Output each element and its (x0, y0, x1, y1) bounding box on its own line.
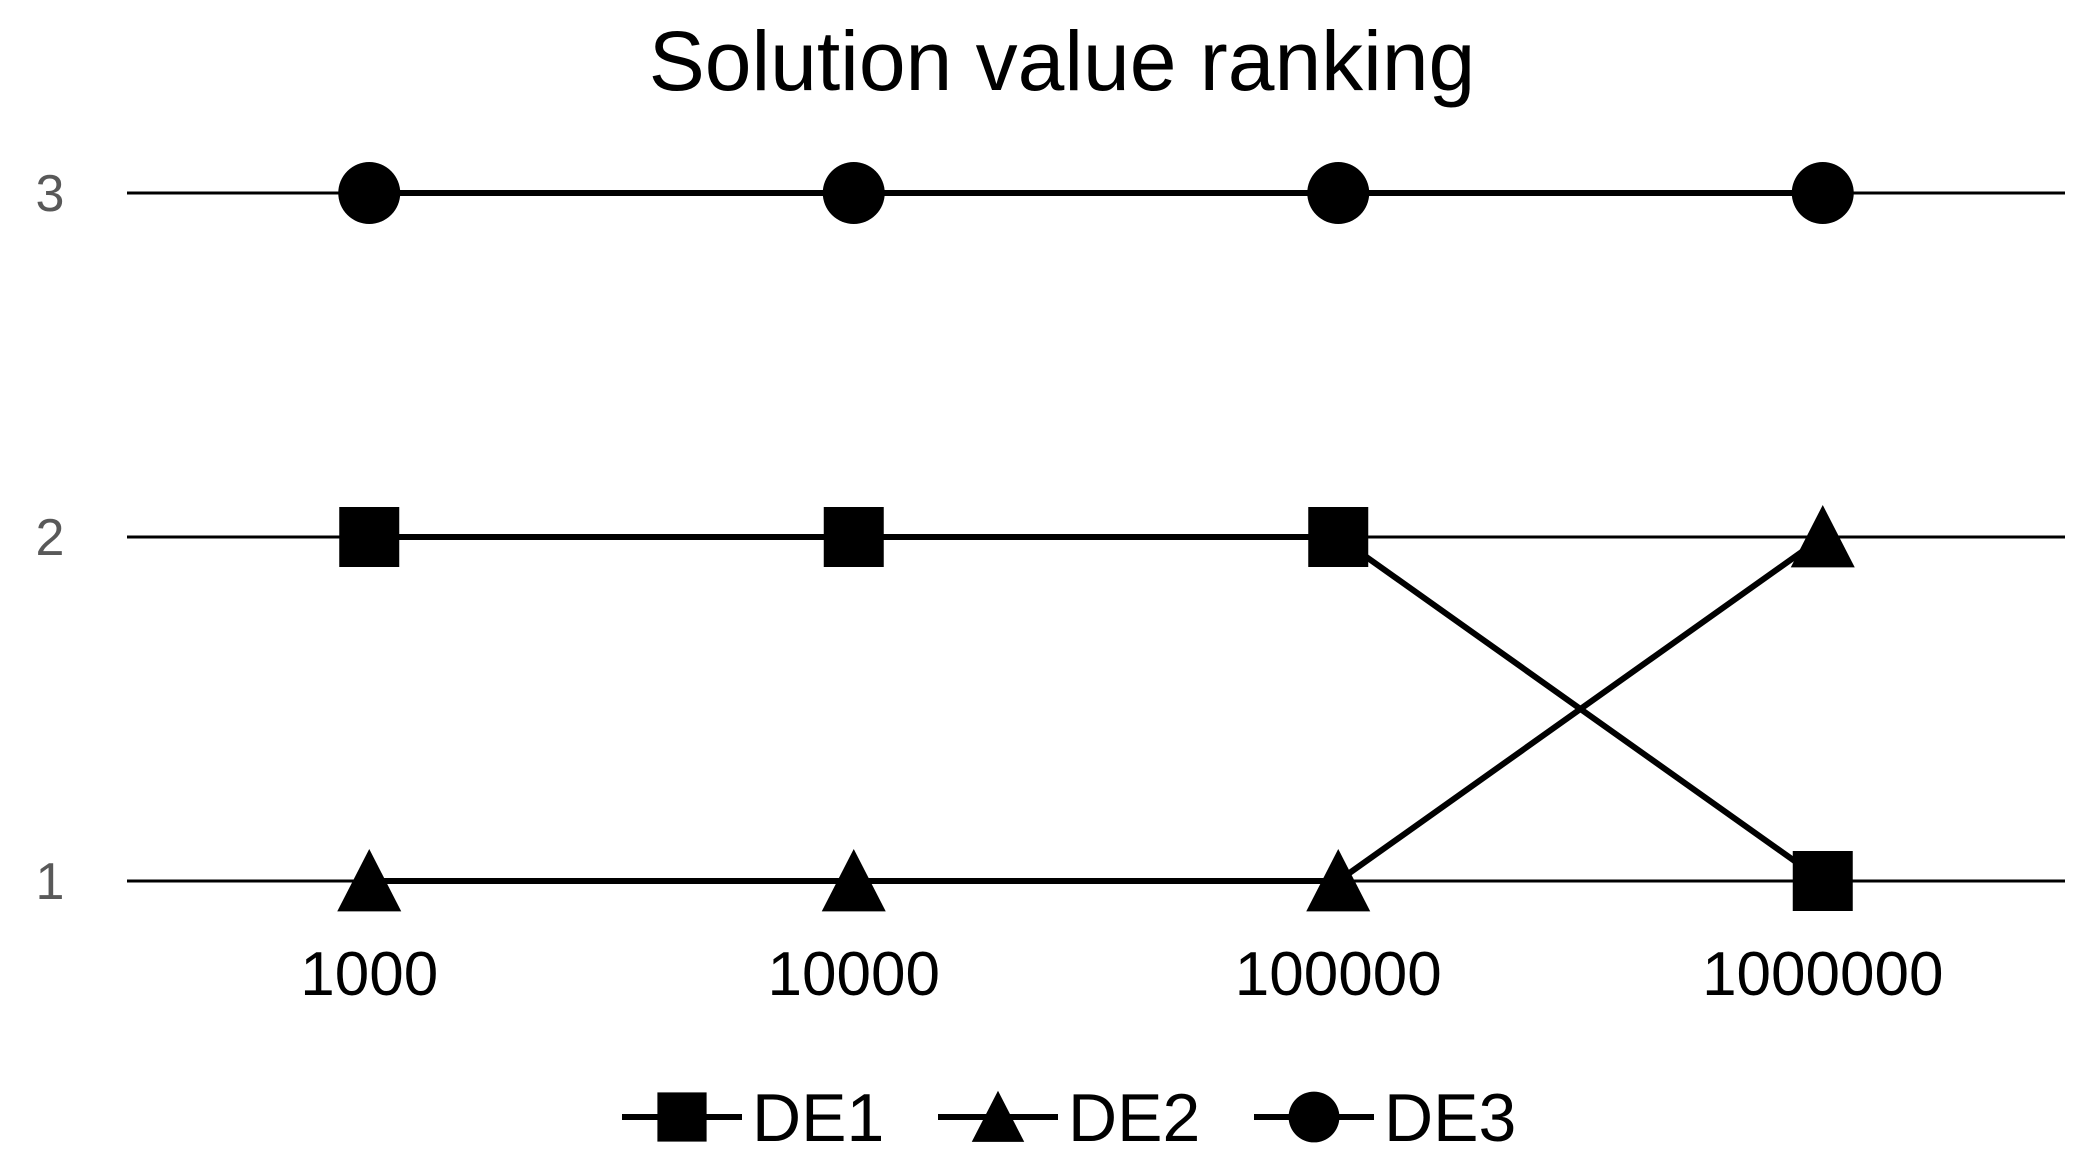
y-tick-label: 1 (36, 853, 65, 911)
legend-marker (657, 1092, 707, 1142)
data-point-de2 (337, 849, 402, 912)
data-point-de1 (339, 507, 400, 567)
series-group (337, 162, 1855, 912)
legend-label: DE2 (1068, 1080, 1200, 1156)
chart-title: Solution value ranking (649, 14, 1476, 108)
data-point-de2 (1306, 849, 1371, 912)
series-de3 (338, 162, 1854, 224)
legend-item-de2: DE2 (938, 1080, 1200, 1156)
data-point-de3 (1307, 162, 1370, 224)
y-axis-ticks: 1 2 3 (36, 165, 65, 911)
legend: DE1 DE2 DE3 (622, 1080, 1516, 1156)
x-tick-label: 10000 (768, 940, 940, 1009)
series-de1 (339, 507, 1853, 911)
legend-label: DE1 (752, 1080, 884, 1156)
data-point-de1 (1792, 851, 1853, 911)
legend-marker (1288, 1091, 1340, 1143)
legend-item-de1: DE1 (622, 1080, 884, 1156)
x-tick-label: 1000000 (1702, 940, 1943, 1009)
data-point-de3 (338, 162, 401, 224)
data-point-de3 (1791, 162, 1854, 224)
x-tick-label: 1000 (300, 940, 438, 1009)
y-tick-label: 2 (36, 509, 65, 567)
series-line-de1 (369, 534, 1825, 884)
x-tick-label: 100000 (1235, 940, 1442, 1009)
legend-item-de3: DE3 (1254, 1080, 1516, 1156)
data-point-de1 (823, 507, 884, 567)
y-tick-label: 3 (36, 165, 65, 223)
legend-label: DE3 (1384, 1080, 1516, 1156)
series-line-de2 (369, 534, 1825, 884)
data-point-de2 (1790, 505, 1855, 568)
data-point-de3 (822, 162, 885, 224)
legend-marker (971, 1090, 1025, 1142)
series-de2 (337, 505, 1855, 912)
data-point-de2 (821, 849, 886, 912)
x-axis-ticks: 1000 10000 100000 1000000 (300, 940, 1943, 1009)
data-point-de1 (1308, 507, 1369, 567)
